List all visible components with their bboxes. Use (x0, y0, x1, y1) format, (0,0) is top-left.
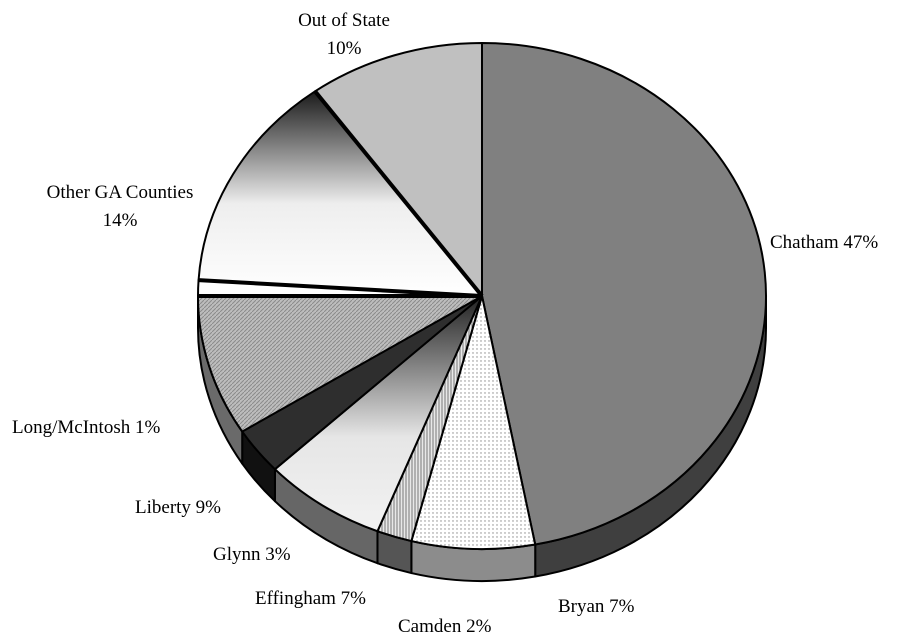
pie-label-line: Out of State (298, 10, 390, 31)
pie-label-out-of-state: Out of State 10% (298, 10, 390, 59)
pie-label-bryan: Bryan 7% (558, 596, 635, 617)
pie-slice-out-of-state (314, 42, 483, 297)
pie-label-long-mcintosh: Long/McIntosh 1% (12, 417, 160, 438)
pie-label-line: 14% (103, 210, 138, 231)
pie-slice-effingham (273, 295, 483, 533)
pie-labels: Chatham 47% Bryan 7% Camden 2% Effingham 7%… (12, 10, 878, 635)
pie-label-chatham: Chatham 47% (770, 232, 878, 253)
pie-label-other-ga-counties: Other GA Counties 14% (47, 182, 194, 231)
pie-slice-bryan (410, 295, 537, 550)
pie-slice-chatham (481, 42, 767, 546)
pie-label-line: 10% (327, 38, 362, 59)
slice-separator (198, 278, 483, 298)
slice-separator (313, 90, 484, 298)
pie-slices (197, 42, 767, 550)
pie-slice-other-ga-counties (197, 90, 483, 297)
pie-label-camden: Camden 2% (398, 616, 492, 635)
pie-label-glynn: Glynn 3% (213, 544, 291, 565)
pie-label-line: Other GA Counties (47, 182, 194, 203)
pie-label-liberty: Liberty 9% (135, 497, 221, 518)
pie-sides (197, 295, 767, 582)
pie-label-effingham: Effingham 7% (255, 588, 366, 609)
pie-slice-liberty (197, 295, 483, 433)
